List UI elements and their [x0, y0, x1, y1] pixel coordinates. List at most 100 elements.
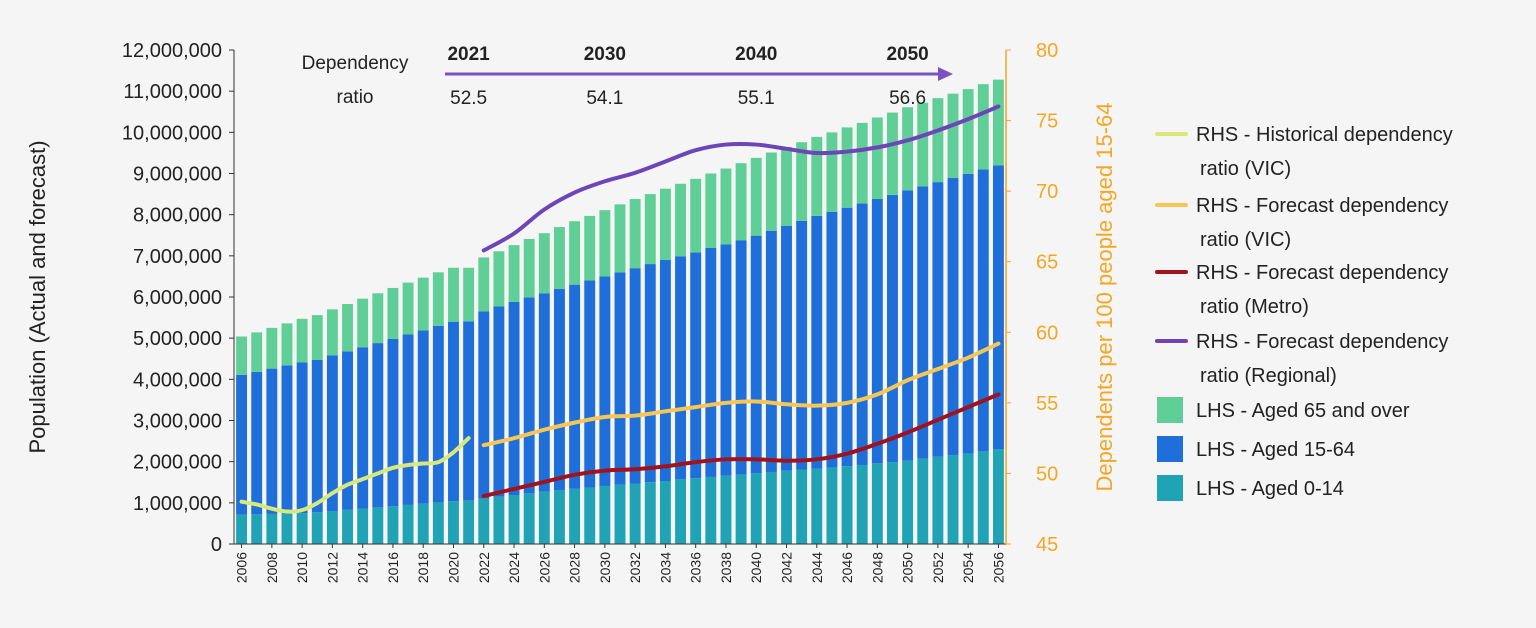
bar-segment [962, 173, 974, 454]
bar-segment [554, 490, 565, 544]
bar-segment [675, 183, 686, 257]
right-tick-label: 75 [1036, 111, 1058, 133]
bar-segment [720, 475, 732, 544]
bar-segment [251, 371, 263, 515]
bar-segment [659, 481, 671, 544]
bar-segment [856, 464, 868, 544]
bar-segment [463, 321, 475, 501]
legend-label: LHS - Aged 0-14 [1196, 478, 1344, 500]
bar-segment [432, 272, 444, 326]
bar-segment [266, 327, 278, 369]
axes-layer: 0 1,000,000 2,000,000 3,000,000 4,000,000 5,0… [25, 40, 1117, 583]
annotation-year: 2021 [447, 44, 490, 65]
bar-segment [977, 169, 989, 452]
legend-label: RHS - Forecast dependency [1196, 331, 1448, 353]
bar-segment [599, 485, 611, 544]
legend-label: RHS - Forecast dependency [1196, 262, 1448, 284]
bar-segment [629, 483, 641, 544]
x-tick-label: 2034 [657, 552, 673, 583]
annotation-year: 2040 [735, 44, 777, 65]
annotation-value: 54.1 [586, 88, 623, 109]
bar-segment [720, 244, 732, 476]
bar-segment [932, 456, 944, 544]
bar-segment [523, 297, 535, 494]
bar-segment [236, 374, 248, 515]
bar-segment [448, 501, 459, 544]
left-tick-label: 6,000,000 [133, 287, 222, 309]
annotation-year: 2050 [886, 44, 928, 65]
bar-segment [871, 117, 883, 200]
x-tick-label: 2020 [445, 552, 461, 583]
bar-segment [372, 343, 384, 508]
bar-segment [432, 325, 444, 503]
annotation-value: 56.6 [889, 88, 926, 109]
bar-segment [357, 347, 369, 509]
bars-layer [236, 79, 1004, 544]
bar-segment [675, 256, 686, 480]
bar-segment [947, 455, 959, 544]
bar-segment [387, 338, 399, 507]
legend-label: RHS - Historical dependency [1196, 124, 1453, 146]
x-tick-label: 2036 [688, 552, 704, 583]
bar-segment [281, 365, 293, 514]
bar-segment [614, 204, 626, 273]
bar-segment [841, 207, 853, 467]
bar-segment [765, 471, 777, 544]
bar-segment [357, 298, 369, 348]
bar-segment [387, 506, 399, 544]
x-tick-label: 2026 [536, 552, 552, 583]
x-tick-label: 2030 [597, 552, 613, 583]
annotation-year: 2030 [584, 44, 626, 65]
bar-segment [584, 280, 596, 488]
bar-segment [296, 362, 308, 514]
bar-segment [705, 476, 717, 544]
left-tick-label: 9,000,000 [133, 164, 222, 186]
bar-segment [281, 513, 293, 544]
legend-label-line2: ratio (Metro) [1200, 296, 1309, 318]
right-tick-label: 60 [1036, 322, 1058, 344]
bar-segment [342, 351, 353, 510]
bar-segment [902, 460, 914, 544]
bar-segment [765, 230, 777, 472]
bar-segment [296, 513, 308, 544]
bar-segment [538, 233, 550, 294]
series-line [481, 104, 1001, 253]
x-tick-label: 2018 [415, 552, 431, 583]
bar-segment [629, 199, 641, 269]
bar-segment [917, 186, 929, 459]
bar-segment [856, 122, 868, 204]
bar-segment [902, 107, 914, 191]
right-tick-label: 55 [1036, 393, 1058, 415]
x-tick-label: 2028 [567, 552, 583, 583]
bar-segment [675, 479, 686, 544]
annotation-value: 52.5 [450, 88, 487, 109]
bar-segment [463, 267, 475, 322]
x-tick-label: 2022 [476, 552, 492, 583]
bar-segment [493, 251, 505, 307]
legend-box-swatch [1157, 436, 1183, 462]
bar-segment [644, 194, 656, 265]
bar-segment [463, 500, 475, 544]
legend: RHS - Historical dependency ratio (VIC) RH… [1155, 124, 1453, 501]
bar-segment [902, 190, 914, 461]
bar-segment [266, 513, 278, 544]
bar-segment [432, 502, 444, 544]
bar-segment [917, 458, 929, 544]
series-line [239, 436, 471, 514]
bar-segment [947, 93, 959, 179]
bar-segment [493, 306, 505, 497]
series-line [481, 341, 1001, 448]
bar-segment [311, 315, 323, 360]
bar-segment [977, 84, 989, 170]
right-axis-title: Dependents per 100 people aged 15-64 [1092, 103, 1117, 492]
bar-segment [750, 157, 762, 236]
bar-segment [554, 288, 565, 491]
bar-segment [402, 334, 414, 505]
bar-segment [992, 79, 1004, 166]
bar-segment [508, 245, 520, 302]
bar-segment [402, 282, 414, 335]
annotation-value: 55.1 [738, 88, 775, 109]
bar-segment [856, 203, 868, 465]
left-tick-label: 7,000,000 [133, 246, 222, 268]
